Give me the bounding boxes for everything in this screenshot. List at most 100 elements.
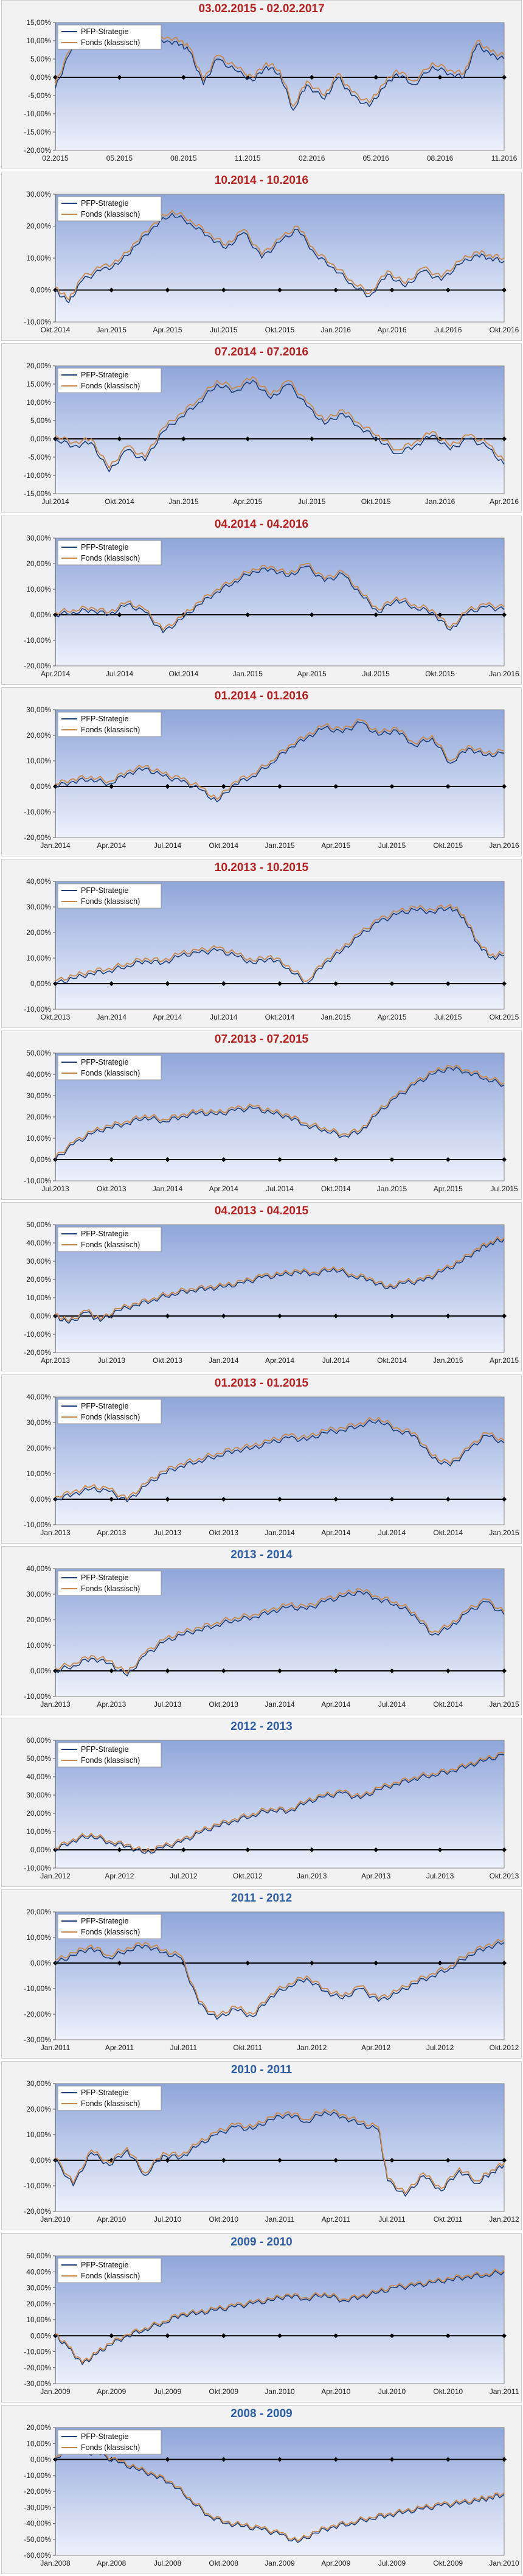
x-tick-label: Jan.2015 — [433, 1356, 463, 1365]
fund-series-line — [55, 376, 505, 469]
legend: PFP-Strategie Fonds (klassisch) — [57, 24, 162, 50]
y-tick-label: -15,00% — [24, 128, 51, 136]
x-tick-label: Jul.2011 — [378, 2215, 406, 2224]
x-tick-label: Okt.2016 — [490, 326, 519, 334]
legend-label-fund: Fonds (klassisch) — [81, 1413, 140, 1421]
legend-box — [57, 1570, 162, 1596]
y-tick-label: 20,00% — [26, 222, 51, 231]
x-tick-label: Jul.2014 — [41, 497, 69, 506]
x-tick-label: 02.2015 — [42, 154, 69, 163]
x-tick-marker — [502, 2158, 507, 2163]
x-tick-label: Jul.2014 — [378, 1528, 406, 1537]
x-tick-label: Jul.2015 — [434, 1013, 462, 1021]
x-tick-label: Jan.2014 — [265, 1528, 295, 1537]
x-tick-label: Jan.2009 — [265, 2559, 295, 2567]
x-tick-label: Jul.2014 — [106, 670, 134, 678]
y-tick-label: 0,00% — [30, 1667, 51, 1675]
y-tick-label: 10,00% — [26, 37, 51, 45]
strategy-series-line — [55, 380, 505, 472]
x-tick-marker — [437, 1847, 443, 1852]
x-tick-label: Jan.2015 — [97, 326, 127, 334]
x-tick-label: Apr.2012 — [361, 2043, 390, 2052]
x-tick-label: Apr.2008 — [97, 2559, 126, 2567]
x-tick-label: Jan.2012 — [489, 2215, 519, 2224]
x-tick-label: Jul.2014 — [154, 841, 182, 850]
x-tick-label: Jan.2011 — [265, 2215, 295, 2224]
y-tick-label: 0,00% — [30, 1312, 51, 1320]
y-tick-label: 10,00% — [26, 2315, 51, 2324]
x-tick-label: Jan.2015 — [489, 1528, 519, 1537]
y-tick-label: 5,00% — [30, 55, 51, 63]
chart-panel: 2012 - 2013 60,00% 50,00% 40,00% 30,00% 20,00… — [1, 1718, 522, 1887]
x-tick-label: Jul.2009 — [378, 2559, 406, 2567]
chart-svg: 50,00% 40,00% 30,00% 20,00% 10,00% 0,00% -10,0… — [24, 1049, 518, 1193]
x-tick-label: Apr.2014 — [41, 670, 70, 678]
x-tick-marker — [109, 287, 114, 293]
legend-box — [57, 1742, 162, 1768]
fund-series-line — [55, 2443, 505, 2542]
chart-title: 01.2013 - 01.2015 — [214, 1377, 309, 1390]
x-tick-label: Jan.2015 — [233, 670, 263, 678]
y-tick-label: -50,00% — [24, 2535, 51, 2544]
x-tick-marker — [389, 287, 395, 293]
x-tick-label: Apr.2013 — [361, 1872, 390, 1880]
x-tick-label: 02.2016 — [299, 154, 325, 163]
chart-svg: 20,00%10,00%0,00%-10,00%-20,00%-30,00%Ja… — [24, 1908, 519, 2052]
x-tick-marker — [502, 1668, 507, 1673]
x-tick-label: Okt.2014 — [377, 1356, 407, 1365]
chart-title: 2009 - 2010 — [230, 2236, 293, 2249]
chart-title: 03.02.2015 - 02.02.2017 — [198, 2, 325, 15]
x-tick-marker — [333, 981, 339, 986]
x-tick-marker — [221, 1497, 226, 1502]
chart-panel: 07.2013 - 07.2015 50,00% 40,00% 30,00% 20,00… — [1, 1031, 522, 1200]
legend-label-fund: Fonds (klassisch) — [81, 2099, 140, 2108]
y-tick-label: -10,00% — [24, 471, 51, 480]
y-tick-label: 10,00% — [26, 585, 51, 593]
x-tick-marker — [502, 1847, 507, 1852]
x-tick-label: Jan.2015 — [168, 497, 199, 506]
x-tick-label: Apr.2010 — [97, 2215, 126, 2224]
strategy-series-line — [55, 2445, 505, 2543]
x-tick-marker — [117, 1847, 122, 1852]
x-tick-marker — [502, 2457, 507, 2462]
x-tick-marker — [277, 2457, 282, 2462]
y-tick-label: 20,00% — [26, 1908, 51, 1916]
x-tick-label: Jul.2009 — [154, 2387, 182, 2396]
x-tick-label: Jan.2014 — [209, 1356, 239, 1365]
x-tick-label: Jul.2013 — [41, 1185, 69, 1193]
y-tick-label: 20,00% — [26, 1444, 51, 1452]
x-tick-label: Apr.2016 — [377, 326, 406, 334]
legend-label-fund: Fonds (klassisch) — [81, 1756, 140, 1765]
x-tick-label: Apr.2014 — [153, 1013, 182, 1021]
legend-box — [57, 712, 162, 737]
legend-label-strategy: PFP-Strategie — [81, 715, 129, 723]
x-tick-label: Jan.2014 — [97, 1013, 127, 1021]
y-tick-label: 0,00% — [30, 1495, 51, 1503]
x-tick-label: Jul.2015 — [490, 1185, 518, 1193]
chart-panel: 10.2014 - 10.2016 30,00% 20,00% 10,00% 0,00%… — [1, 172, 522, 341]
chart-panel: 01.2014 - 01.2016 30,00% 20,00% 10,00% 0,00%… — [1, 687, 522, 856]
x-tick-marker — [437, 75, 443, 80]
legend-label-fund: Fonds (klassisch) — [81, 1069, 140, 1077]
x-tick-marker — [333, 2333, 339, 2339]
x-tick-marker — [445, 2333, 451, 2339]
legend-label-strategy: PFP-Strategie — [81, 1917, 129, 1925]
x-tick-label: Jan.2015 — [377, 1185, 407, 1193]
y-tick-label: -5,00% — [28, 453, 51, 461]
y-tick-label: 10,00% — [26, 1134, 51, 1143]
y-tick-label: -30,00% — [24, 2379, 51, 2388]
y-tick-label: -20,00% — [24, 1348, 51, 1357]
x-tick-label: Jul.2010 — [154, 2215, 182, 2224]
legend-label-fund: Fonds (klassisch) — [81, 554, 140, 562]
x-tick-marker — [502, 612, 507, 617]
x-tick-label: Jan.2013 — [297, 1872, 327, 1880]
chart-title: 10.2013 - 10.2015 — [214, 861, 309, 874]
y-tick-label: -30,00% — [24, 2503, 51, 2511]
y-tick-label: 0,00% — [30, 435, 51, 443]
x-tick-marker — [165, 784, 170, 789]
x-tick-label: Apr.2009 — [321, 2559, 350, 2567]
legend: PFP-Strategie Fonds (klassisch) — [57, 1914, 162, 1939]
fund-series-line — [55, 1064, 505, 1158]
x-tick-marker — [165, 1497, 170, 1502]
x-tick-marker — [502, 1314, 507, 1318]
